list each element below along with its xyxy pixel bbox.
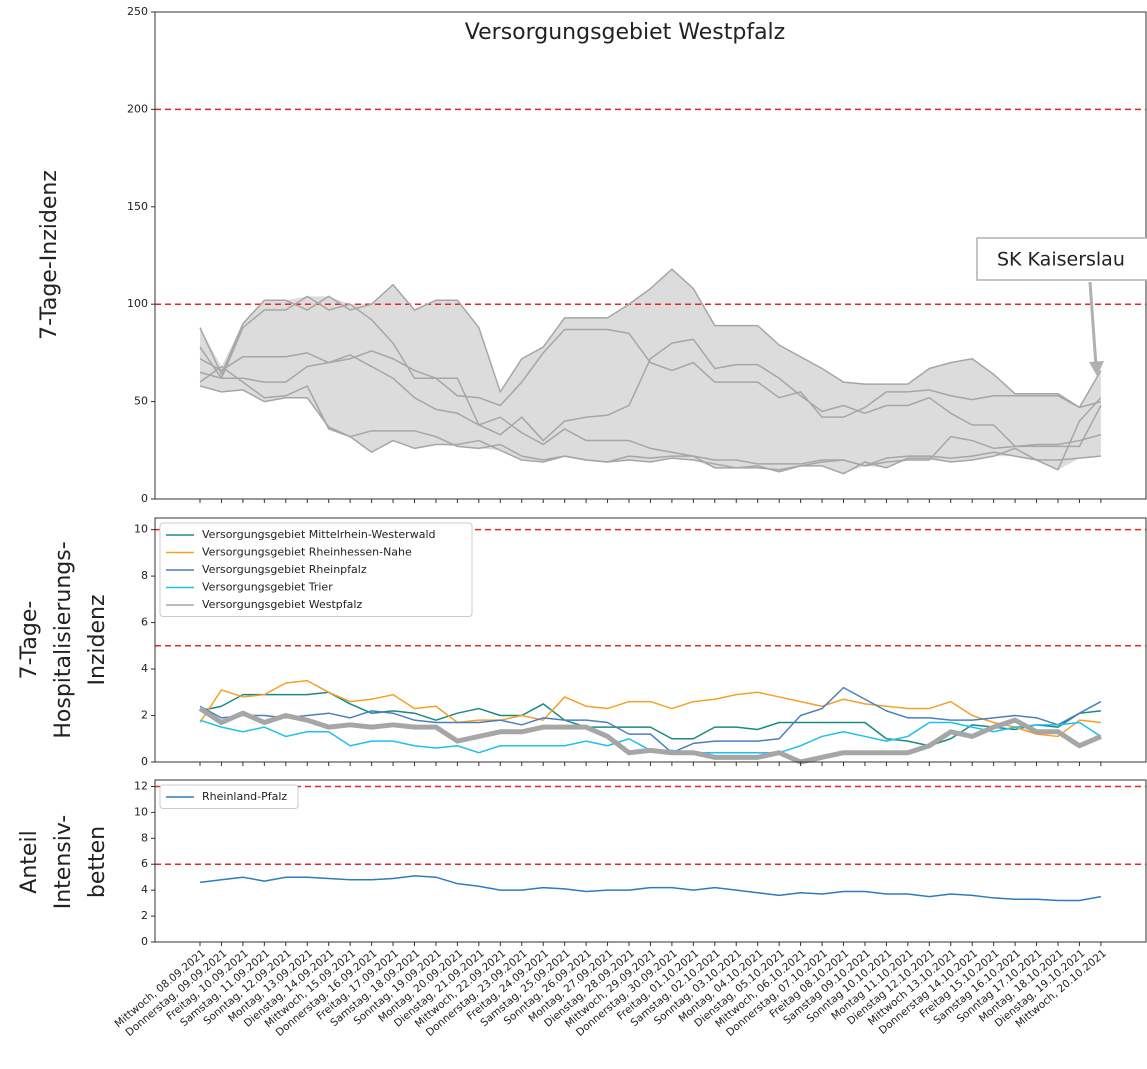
legend-box bbox=[159, 784, 299, 809]
data-line bbox=[199, 686, 1102, 754]
data-line bbox=[199, 875, 1102, 902]
legend-label: Versorgungsgebiet Trier bbox=[202, 581, 333, 594]
annotation-box bbox=[976, 237, 1147, 281]
data-line bbox=[199, 295, 1102, 418]
annotation-text: SK Kaiserslau bbox=[997, 249, 1125, 271]
y-tick-label: 0 bbox=[141, 492, 148, 505]
y-tick-label: 0 bbox=[141, 935, 148, 948]
legend-label: Versorgungsgebiet Westpfalz bbox=[202, 598, 362, 611]
data-line bbox=[199, 268, 1102, 409]
annotation-arrow bbox=[1088, 281, 1098, 367]
y-tick-label: 200 bbox=[127, 102, 148, 115]
y-tick-label: 10 bbox=[134, 523, 148, 536]
y-tick-label: 8 bbox=[141, 569, 148, 582]
y-axis-label: Hospitalisierungs- bbox=[51, 541, 76, 738]
y-tick-label: 6 bbox=[141, 616, 148, 629]
data-line bbox=[199, 354, 1102, 467]
y-tick-label: 2 bbox=[141, 709, 148, 722]
y-axis-label: betten bbox=[85, 826, 110, 898]
data-line bbox=[198, 706, 1102, 765]
y-axis-label: Intensiv- bbox=[51, 815, 76, 909]
annotation-arrowhead bbox=[1089, 361, 1104, 376]
y-tick-label: 100 bbox=[127, 297, 148, 310]
data-line bbox=[199, 338, 1102, 448]
legend-label: Versorgungsgebiet Mittelrhein-Westerwald bbox=[202, 528, 435, 541]
data-line bbox=[199, 691, 1101, 747]
y-axis-label: Anteil bbox=[17, 830, 42, 893]
y-tick-label: 8 bbox=[141, 831, 148, 844]
y-axis-label: Inzidenz bbox=[85, 594, 110, 685]
y-axis-label: 7-Tage-Inzidenz bbox=[37, 170, 62, 340]
legend-label: Rheinland-Pfalz bbox=[202, 790, 287, 803]
data-line bbox=[199, 365, 1102, 473]
y-tick-label: 250 bbox=[127, 5, 148, 18]
y-tick-label: 4 bbox=[141, 883, 148, 896]
plot-frame bbox=[154, 779, 1147, 943]
y-tick-label: 150 bbox=[127, 200, 148, 213]
legend-label: Versorgungsgebiet Rheinhessen-Nahe bbox=[202, 546, 412, 559]
y-tick-label: 50 bbox=[134, 395, 148, 408]
data-line bbox=[199, 679, 1101, 738]
y-tick-label: 6 bbox=[141, 857, 148, 870]
y-axis-label: 7-Tage- bbox=[17, 601, 42, 680]
legend-label: Versorgungsgebiet Rheinpfalz bbox=[202, 563, 367, 576]
y-tick-label: 2 bbox=[141, 909, 148, 922]
y-tick-label: 0 bbox=[141, 755, 148, 768]
range-band bbox=[200, 269, 1101, 474]
y-tick-label: 12 bbox=[134, 779, 148, 792]
chart-title: Versorgungsgebiet Westpfalz bbox=[465, 20, 785, 45]
y-tick-label: 10 bbox=[134, 805, 148, 818]
legend-box bbox=[159, 522, 473, 617]
y-tick-label: 4 bbox=[141, 662, 148, 675]
